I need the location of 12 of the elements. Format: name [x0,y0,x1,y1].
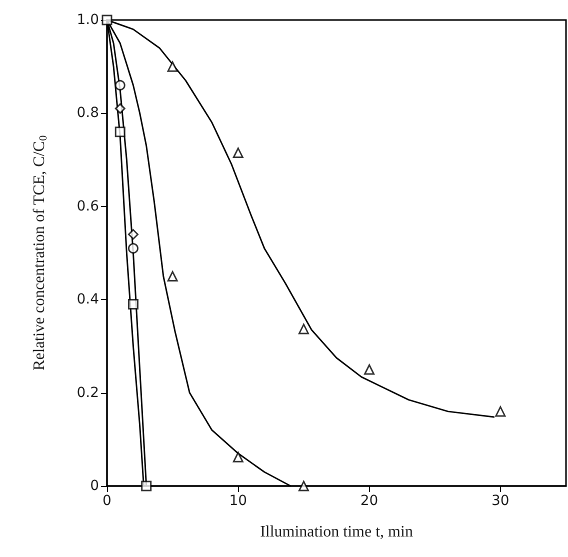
x-tick-label: 30 [492,493,510,509]
x-tick-label: 20 [360,493,378,509]
x-axis-title: Illumination time t, min [260,524,413,540]
y-tick-label: 0 [90,478,99,494]
y-tick-label: 0.6 [76,198,100,214]
y-axis-title: Relative concentration of TCE, C/C0 [31,134,50,370]
y-tick-label: 0.8 [76,105,99,122]
x-tick-label: 0 [102,493,112,509]
y-tick-label: 1.0 [76,12,99,28]
y-tick-label: 0.2 [76,384,99,401]
y-tick-label: 0.4 [76,292,100,308]
x-tick-label: 10 [229,493,248,509]
